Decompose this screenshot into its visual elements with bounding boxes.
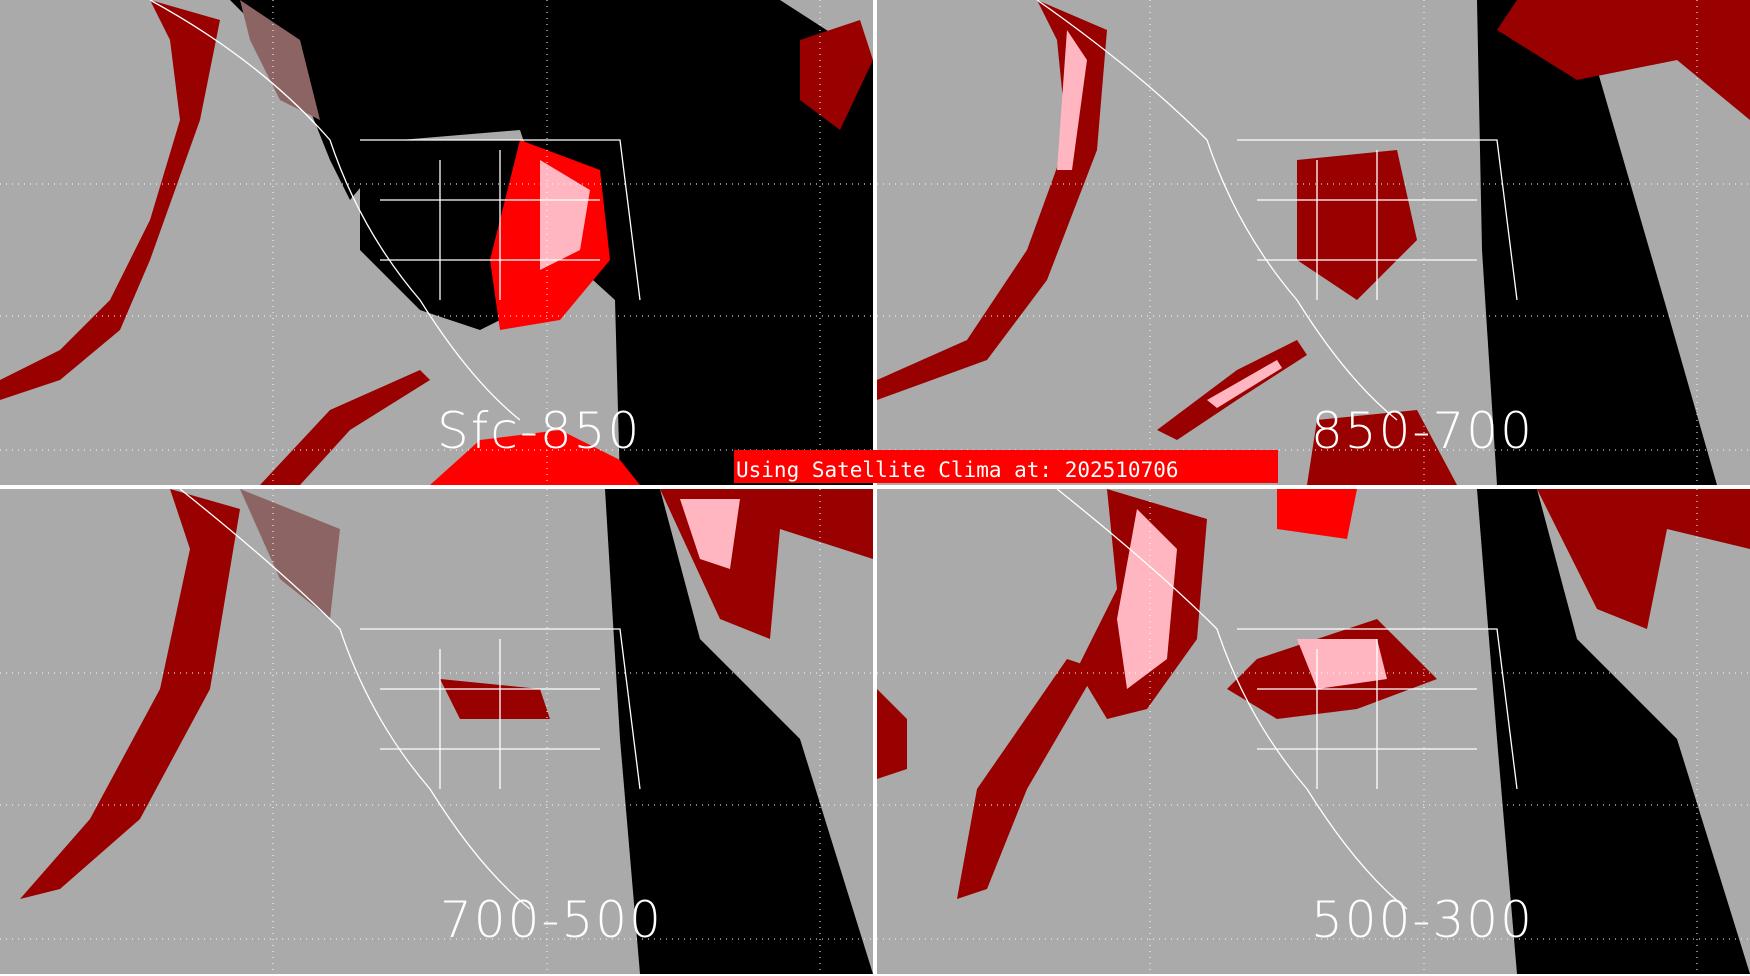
coastline [1056,489,1518,910]
map-850-700 [877,0,1750,485]
moisture-plume [1307,410,1457,485]
moisture-plume [540,160,590,270]
moisture-plume [957,659,1097,899]
night-region [1477,0,1717,485]
moisture-plume [240,489,340,619]
night-region [230,0,873,485]
map-panel-500-300: 500-300 [877,489,1750,974]
moisture-plume [240,0,320,120]
moisture-plume [0,0,220,400]
layer-label: 850-700 [1311,402,1534,460]
moisture-plume [20,489,240,899]
moisture-plume [260,370,430,485]
map-700-500 [0,489,873,974]
map-panel-850-700: 850-700 [877,0,1750,485]
moisture-plume [440,679,550,719]
moisture-plume [1297,639,1387,689]
map-sfc-850 [0,0,873,485]
satellite-clima-banner: Using Satellite Clima at: 202510706 [734,450,1278,483]
night-region [605,489,873,974]
moisture-plume [1057,30,1087,170]
layer-label: 700-500 [440,891,663,949]
moisture-plume [1297,150,1417,300]
night-region [1477,489,1750,974]
map-panel-700-500: 700-500 [0,489,873,974]
moisture-plume [1277,489,1357,539]
moisture-plume [1207,360,1282,408]
layer-label: 500-300 [1311,891,1534,949]
moisture-plume [800,20,873,130]
moisture-plume [1537,489,1750,629]
moisture-plume [430,430,640,485]
map-500-300 [877,489,1750,974]
map-panel-sfc-850: Sfc-850 [0,0,873,485]
layer-label: Sfc-850 [437,402,642,460]
coastline [179,489,641,910]
moisture-plume [1497,0,1750,120]
moisture-plume [877,689,907,779]
moisture-plume [1117,509,1177,689]
coastline [1036,0,1518,421]
moisture-plume [877,0,1107,400]
coastline [149,0,641,421]
moisture-plume [680,499,740,569]
